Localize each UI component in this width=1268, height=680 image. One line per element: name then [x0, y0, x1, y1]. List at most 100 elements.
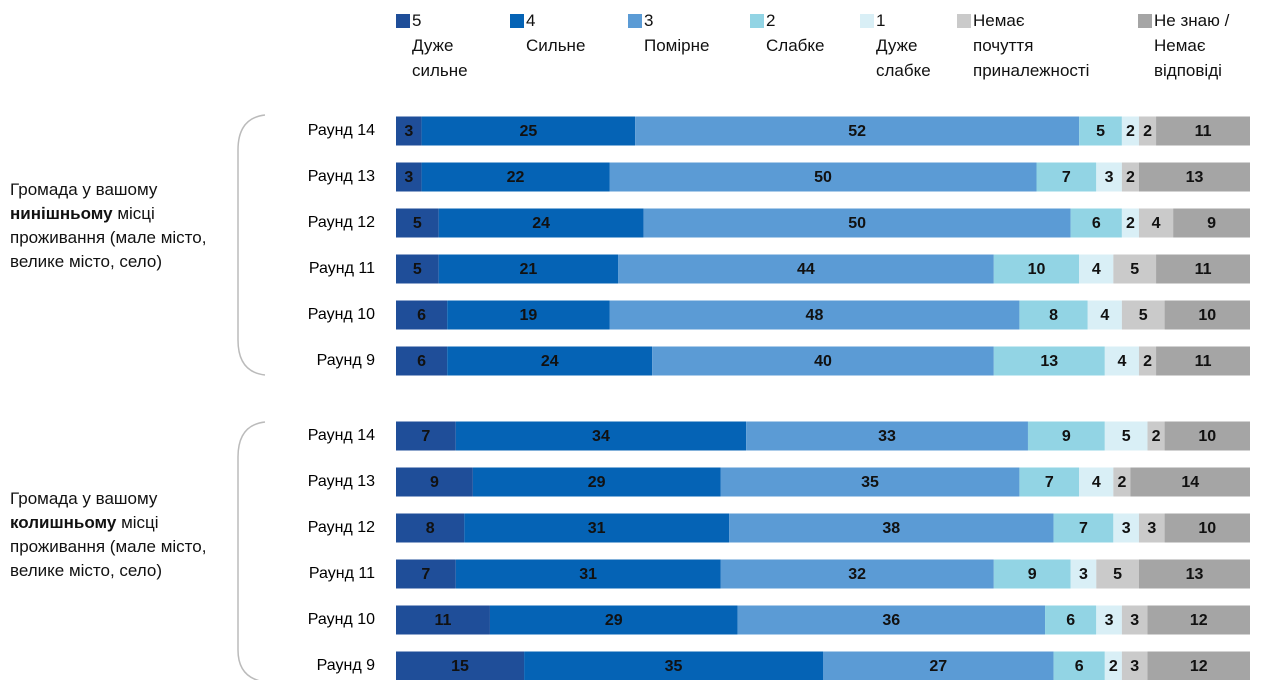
legend-swatch [1138, 14, 1152, 28]
row-label: Раунд 11 [309, 565, 375, 582]
bar-segment [1113, 467, 1131, 497]
bar-segment [1121, 116, 1139, 146]
value-label: 10 [1198, 428, 1216, 445]
value-label: 7 [421, 428, 430, 445]
bar-segment [1019, 467, 1080, 497]
legend-label: 1 Дуже слабке [876, 11, 931, 80]
bar-segment [438, 208, 644, 238]
row-label: Раунд 10 [308, 611, 375, 628]
group-label-text: Громада у вашому [10, 180, 158, 199]
value-label: 10 [1028, 261, 1046, 278]
value-label: 2 [1126, 123, 1135, 140]
value-label: 3 [1105, 612, 1114, 629]
value-label: 4 [1092, 474, 1101, 491]
bar-segment [396, 208, 439, 238]
row-label: Раунд 9 [317, 352, 375, 369]
value-label: 3 [1079, 566, 1088, 583]
value-label: 4 [1100, 307, 1109, 324]
value-label: 3 [404, 123, 413, 140]
value-label: 6 [417, 307, 426, 324]
value-label: 4 [1152, 215, 1161, 232]
value-label: 24 [532, 215, 550, 232]
bar-segment [455, 421, 747, 451]
bar-segment [1147, 421, 1165, 451]
bracket [237, 421, 266, 680]
value-label: 5 [413, 261, 422, 278]
value-label: 38 [882, 520, 900, 537]
value-label: 2 [1143, 123, 1152, 140]
bar-segment [1164, 421, 1250, 451]
value-label: 7 [1062, 169, 1071, 186]
bar-segment [396, 651, 525, 680]
bar-segment [1096, 162, 1122, 192]
bar-segment [396, 421, 456, 451]
bar-segment [447, 346, 653, 376]
value-label: 35 [665, 658, 683, 675]
bar-segment [1121, 208, 1139, 238]
value-label: 11 [1195, 353, 1212, 370]
value-label: 50 [848, 215, 866, 232]
value-label: 5 [1113, 566, 1122, 583]
value-label: 7 [1045, 474, 1054, 491]
bar-segment [1045, 605, 1097, 635]
bar-segment [729, 513, 1054, 543]
value-label: 5 [1139, 307, 1148, 324]
legend-label: 3 Помірне [644, 11, 710, 55]
value-label: 29 [588, 474, 606, 491]
value-label: 24 [541, 353, 559, 370]
value-label: 33 [878, 428, 896, 445]
value-label: 3 [1130, 612, 1139, 629]
bar-segment [1070, 559, 1097, 589]
legend-label: Немає почуття приналежності [973, 11, 1090, 80]
bar-segment [1053, 513, 1114, 543]
bar-segment [1104, 346, 1139, 376]
legend-swatch [628, 14, 642, 28]
value-label: 31 [579, 566, 597, 583]
row-label: Раунд 14 [308, 427, 375, 444]
row-label: Раунд 12 [308, 214, 375, 231]
value-label: 44 [797, 261, 815, 278]
value-label: 2 [1143, 353, 1152, 370]
legend-label: 2 Слабке [766, 11, 825, 55]
bar-segment [1147, 605, 1250, 635]
bar-segment [438, 254, 619, 284]
bar-segment [1138, 346, 1157, 376]
bar-segment [609, 162, 1037, 192]
bar-segment [396, 300, 448, 330]
bar-segment [1156, 254, 1250, 284]
bar-segment [1121, 300, 1165, 330]
group-label-text: Громада у вашому [10, 489, 158, 508]
bar-segment [720, 559, 994, 589]
bar-segment [1113, 254, 1157, 284]
value-label: 6 [1092, 215, 1101, 232]
row-label: Раунд 11 [309, 260, 375, 277]
value-label: 27 [929, 658, 947, 675]
bar-segment [472, 467, 721, 497]
value-label: 5 [1122, 428, 1131, 445]
legend-label: 5 Дуже сильне [412, 11, 468, 80]
bar-segment [1121, 162, 1139, 192]
value-label: 10 [1198, 307, 1216, 324]
bar-segment [1096, 559, 1139, 589]
value-label: 13 [1040, 353, 1058, 370]
value-label: 50 [814, 169, 832, 186]
row-label: Раунд 13 [308, 473, 375, 490]
value-label: 7 [421, 566, 430, 583]
value-label: 12 [1190, 612, 1208, 629]
value-label: 4 [1117, 353, 1126, 370]
value-label: 3 [1105, 169, 1114, 186]
bar-segment [396, 467, 473, 497]
value-label: 34 [592, 428, 610, 445]
value-label: 8 [426, 520, 435, 537]
value-label: 2 [1126, 169, 1135, 186]
bar-segment [1070, 208, 1122, 238]
value-label: 21 [519, 261, 537, 278]
group-label: Громада у вашому нинішньому місці прожив… [10, 178, 215, 274]
value-label: 6 [1075, 658, 1084, 675]
value-label: 32 [848, 566, 866, 583]
bar-segment [1138, 513, 1165, 543]
bar-segment [643, 208, 1071, 238]
value-label: 31 [588, 520, 606, 537]
bar-segment [823, 651, 1054, 680]
bar-segment [1104, 651, 1122, 680]
